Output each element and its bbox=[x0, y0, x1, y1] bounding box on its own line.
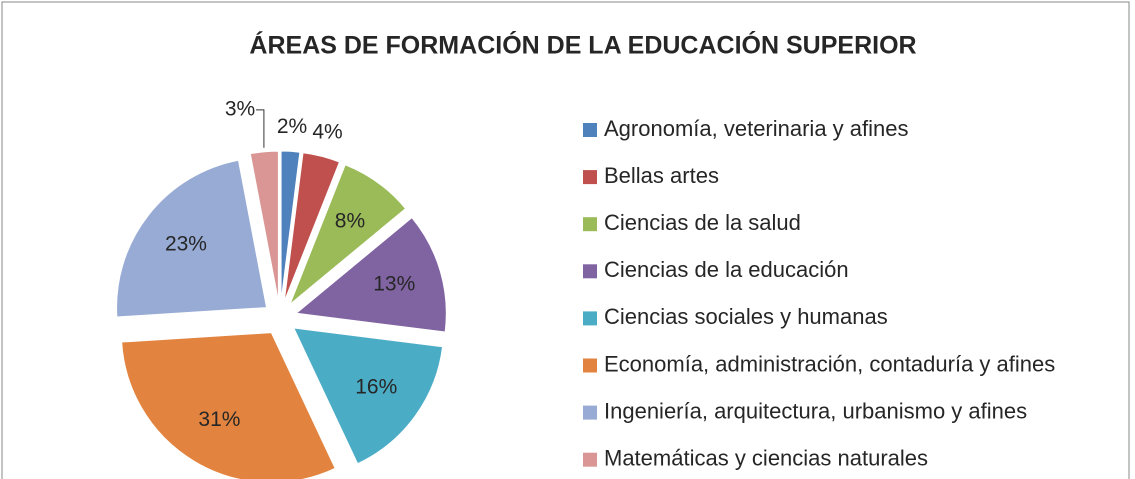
data-label: 23% bbox=[165, 233, 207, 256]
chart-title: ÁREAS DE FORMACIÓN DE LA EDUCACIÓN SUPER… bbox=[249, 30, 916, 60]
legend-swatch bbox=[583, 217, 597, 232]
legend-swatch bbox=[583, 264, 597, 279]
leader-line bbox=[256, 109, 265, 148]
data-label: 16% bbox=[355, 375, 397, 398]
legend-label: Matemáticas y ciencias naturales bbox=[604, 446, 928, 471]
legend-swatch bbox=[583, 358, 597, 373]
legend-label: Ciencias sociales y humanas bbox=[604, 304, 888, 329]
data-label: 2% bbox=[277, 115, 307, 138]
data-label: 3% bbox=[225, 97, 255, 120]
pie-slice bbox=[292, 327, 444, 465]
pie-slice bbox=[116, 159, 268, 318]
legend-swatch bbox=[583, 311, 597, 326]
pie-slice bbox=[121, 332, 336, 479]
pie-slice bbox=[249, 150, 279, 302]
pie-slice bbox=[283, 152, 341, 302]
legend-label: Agronomía, veterinaria y afines bbox=[604, 116, 909, 141]
legend-swatch bbox=[583, 452, 597, 467]
legend-label: Ingeniería, arquitectura, urbanismo y af… bbox=[604, 398, 1027, 423]
data-label: 13% bbox=[373, 272, 415, 295]
data-label: 8% bbox=[335, 209, 365, 232]
legend-label: Economía, administración, contaduría y a… bbox=[604, 351, 1055, 376]
legend-swatch bbox=[583, 123, 597, 137]
pie-slice bbox=[280, 150, 301, 302]
legend-label: Bellas artes bbox=[604, 163, 719, 188]
legend-swatch bbox=[583, 170, 597, 185]
pie-slice bbox=[289, 164, 407, 305]
data-label: 31% bbox=[198, 408, 240, 431]
legend-label: Ciencias de la salud bbox=[604, 210, 801, 235]
legend-label: Ciencias de la educación bbox=[604, 257, 849, 282]
legend-swatch bbox=[583, 405, 597, 420]
pie-slice bbox=[295, 216, 447, 333]
data-label: 4% bbox=[312, 121, 342, 144]
